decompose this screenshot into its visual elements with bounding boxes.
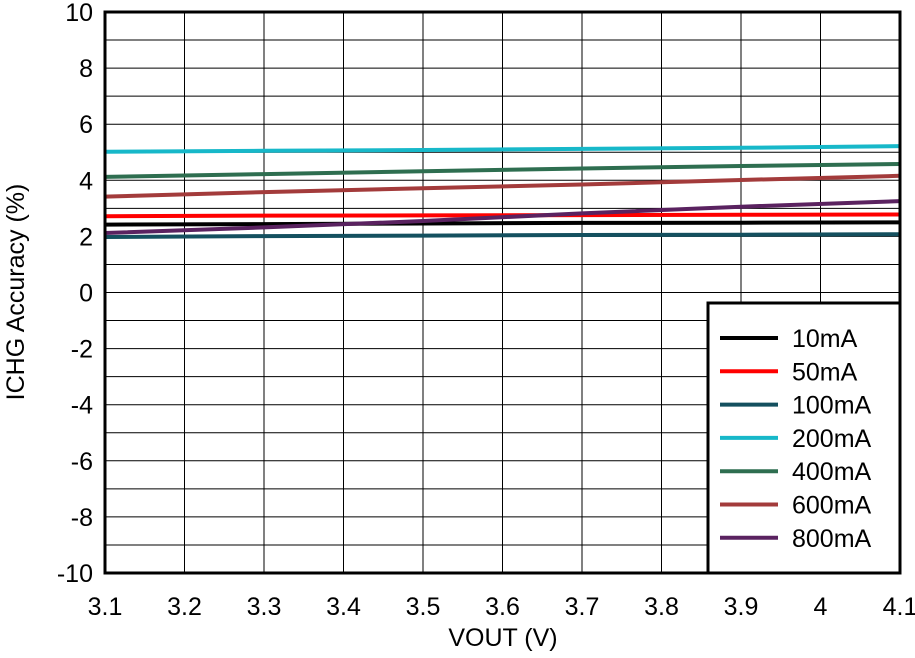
y-tick-label: -10 — [57, 560, 93, 588]
legend-label-50mA: 50mA — [792, 358, 858, 386]
plot-frame — [103, 10, 902, 575]
x-tick-label: 3.7 — [565, 593, 600, 621]
legend-label-800mA: 800mA — [792, 525, 872, 553]
x-tick-label: 4.1 — [883, 593, 915, 621]
legend-label-100mA: 100mA — [792, 392, 872, 420]
y-tick-label: -8 — [71, 504, 93, 532]
y-tick-label: 10 — [65, 0, 93, 27]
series-lines — [104, 144, 901, 239]
x-tick-label: 3.2 — [167, 593, 202, 621]
legend-label-600mA: 600mA — [792, 492, 872, 520]
legend-label-400mA: 400mA — [792, 458, 872, 486]
x-tick-label: 3.5 — [406, 593, 441, 621]
x-tick-label: 3.3 — [247, 593, 282, 621]
legend-label-10mA: 10mA — [792, 325, 858, 353]
series-line-800mA — [104, 199, 901, 235]
x-tick-label: 3.8 — [644, 593, 679, 621]
legend: 10mA 50mA 100mA 200mA 400mA 600mA 800mA — [706, 301, 902, 575]
y-tick-label: -6 — [71, 448, 93, 476]
series-line-100mA — [104, 232, 901, 239]
series-line-600mA — [104, 173, 901, 199]
series-line-200mA — [104, 144, 901, 154]
y-tick-label: 4 — [79, 167, 93, 195]
x-axis-title: VOUT (V) — [448, 624, 557, 652]
y-tick-label: 0 — [79, 280, 93, 308]
x-tick-label: 3.6 — [485, 593, 520, 621]
y-tick-label: 8 — [79, 55, 93, 83]
x-tick-label: 4 — [814, 593, 828, 621]
x-tick-label: 3.4 — [326, 593, 361, 621]
series-line-400mA — [104, 162, 901, 179]
series-line-10mA — [104, 220, 901, 227]
y-axis-title: ICHG Accuracy (%) — [2, 184, 30, 401]
x-tick-label: 3.1 — [88, 593, 123, 621]
y-tick-label: -2 — [71, 336, 93, 364]
y-tick-label: 2 — [79, 223, 93, 251]
x-tick-label: 3.9 — [724, 593, 759, 621]
legend-label-200mA: 200mA — [792, 425, 872, 453]
y-tick-label: 6 — [79, 111, 93, 139]
tick-labels: 3.1 3.2 3.3 3.4 3.5 3.6 3.7 3.8 3.9 4 4.1 -10 -8 -6 -4… — [57, 0, 915, 621]
y-tick-label: -4 — [71, 392, 93, 420]
